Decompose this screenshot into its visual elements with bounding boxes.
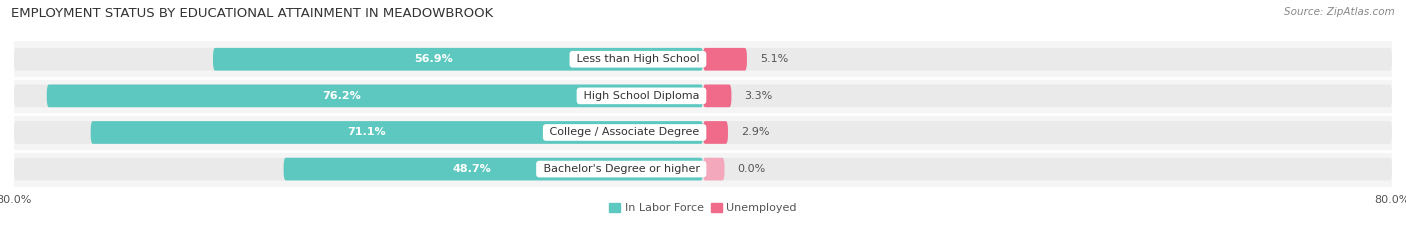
FancyBboxPatch shape xyxy=(91,121,703,144)
Text: 2.9%: 2.9% xyxy=(741,127,769,137)
Text: College / Associate Degree: College / Associate Degree xyxy=(547,127,703,137)
Text: 76.2%: 76.2% xyxy=(323,91,361,101)
Text: High School Diploma: High School Diploma xyxy=(581,91,703,101)
FancyBboxPatch shape xyxy=(46,85,703,107)
Text: 5.1%: 5.1% xyxy=(759,54,789,64)
Text: 3.3%: 3.3% xyxy=(744,91,772,101)
Text: 0.0%: 0.0% xyxy=(738,164,766,174)
FancyBboxPatch shape xyxy=(703,158,724,180)
Text: EMPLOYMENT STATUS BY EDUCATIONAL ATTAINMENT IN MEADOWBROOK: EMPLOYMENT STATUS BY EDUCATIONAL ATTAINM… xyxy=(11,7,494,20)
FancyBboxPatch shape xyxy=(14,158,1392,180)
Text: 56.9%: 56.9% xyxy=(415,54,453,64)
FancyBboxPatch shape xyxy=(703,85,731,107)
Text: Less than High School: Less than High School xyxy=(572,54,703,64)
FancyBboxPatch shape xyxy=(212,48,703,71)
FancyBboxPatch shape xyxy=(14,114,1392,151)
FancyBboxPatch shape xyxy=(284,158,703,180)
Text: Source: ZipAtlas.com: Source: ZipAtlas.com xyxy=(1284,7,1395,17)
FancyBboxPatch shape xyxy=(14,151,1392,187)
FancyBboxPatch shape xyxy=(14,41,1392,78)
FancyBboxPatch shape xyxy=(14,48,1392,71)
FancyBboxPatch shape xyxy=(14,121,1392,144)
FancyBboxPatch shape xyxy=(703,121,728,144)
FancyBboxPatch shape xyxy=(14,85,1392,107)
Legend: In Labor Force, Unemployed: In Labor Force, Unemployed xyxy=(609,203,797,213)
FancyBboxPatch shape xyxy=(703,48,747,71)
Text: 48.7%: 48.7% xyxy=(453,164,492,174)
Text: Bachelor's Degree or higher: Bachelor's Degree or higher xyxy=(540,164,703,174)
FancyBboxPatch shape xyxy=(14,78,1392,114)
Text: 71.1%: 71.1% xyxy=(347,127,385,137)
